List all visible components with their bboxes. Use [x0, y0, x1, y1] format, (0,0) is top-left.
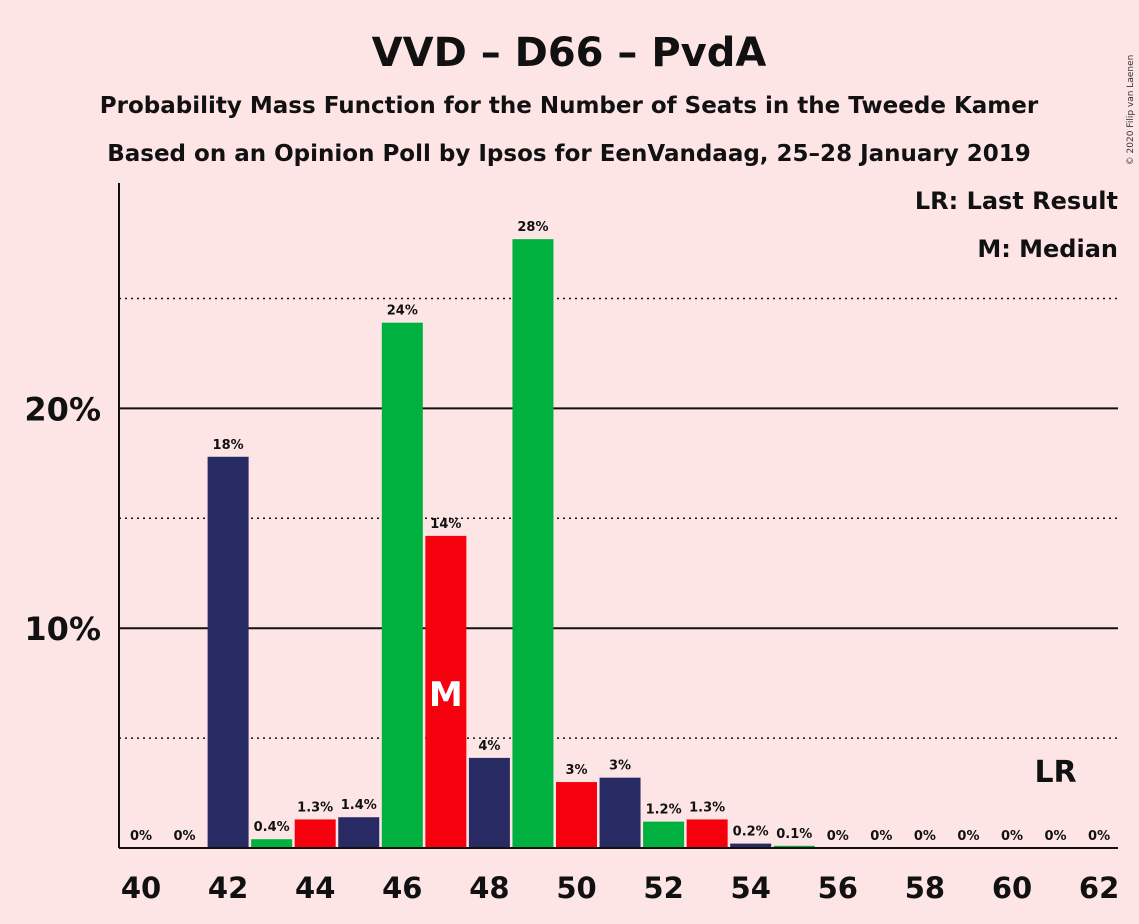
bar-label-51: 3% [609, 759, 631, 774]
x-tick-label-60: 60 [992, 871, 1032, 905]
bars [207, 239, 815, 849]
bar-label-46: 24% [387, 304, 418, 319]
bar-label-55: 0.1% [776, 827, 812, 842]
bar-label-48: 4% [478, 739, 500, 754]
bar-label-41: 0% [174, 829, 196, 844]
x-tick-label-52: 52 [643, 871, 683, 905]
x-tick-label-58: 58 [905, 871, 945, 905]
bar-label-59: 0% [957, 829, 979, 844]
chart-subtitle-2: Based on an Opinion Poll by Ipsos for Ee… [107, 141, 1031, 167]
x-tick-label-44: 44 [295, 871, 335, 905]
bar-label-47: 14% [430, 517, 461, 532]
bar-label-61: 0% [1045, 829, 1067, 844]
bar-label-57: 0% [870, 829, 892, 844]
bar-label-54: 0.2% [733, 825, 769, 840]
bar-labels: 0% 0% 18% 0.4% 1.3% 1.4% 24% 14% 4% 28% 3% 3% 1.2% 1.… [130, 220, 1110, 844]
x-tick-label-54: 54 [731, 871, 771, 905]
bar-54 [730, 843, 772, 848]
y-tick-label-0: 10% [24, 610, 101, 648]
bar-label-43: 0.4% [254, 820, 290, 835]
bar-42 [207, 456, 249, 848]
x-axis-ticks: 40 42 44 46 48 50 52 54 56 58 60 62 [121, 871, 1119, 905]
bar-49 [512, 239, 554, 849]
copyright-notice: © 2020 Filip van Laenen [1126, 55, 1136, 166]
bar-53 [686, 819, 728, 848]
bar-label-60: 0% [1001, 829, 1023, 844]
bar-44 [294, 819, 336, 848]
x-tick-label-42: 42 [208, 871, 248, 905]
bar-label-50: 3% [565, 763, 587, 778]
y-tick-label-1: 20% [24, 390, 101, 428]
y-axis-ticks: 10% 20% [24, 390, 101, 648]
bar-45 [338, 817, 380, 848]
bar-43 [251, 839, 293, 848]
x-tick-label-50: 50 [556, 871, 596, 905]
x-tick-label-46: 46 [382, 871, 422, 905]
legend-last-result: LR: Last Result [915, 187, 1118, 215]
bar-label-49: 28% [517, 220, 548, 235]
bar-50 [556, 782, 597, 848]
bar-label-42: 18% [213, 438, 244, 453]
x-tick-label-48: 48 [469, 871, 509, 905]
chart-title: VVD – D66 – PvdA [372, 30, 767, 76]
median-marker: M [429, 675, 463, 715]
last-result-marker: LR [1034, 755, 1076, 790]
bar-46 [381, 322, 423, 849]
bar-label-53: 1.3% [689, 800, 725, 815]
bar-51 [599, 777, 641, 848]
bar-label-62: 0% [1088, 829, 1110, 844]
x-tick-label-40: 40 [121, 871, 161, 905]
bar-label-52: 1.2% [646, 803, 682, 818]
bar-label-40: 0% [130, 829, 152, 844]
bar-label-45: 1.4% [341, 798, 377, 813]
legend-median: M: Median [977, 235, 1118, 263]
bar-52 [643, 821, 685, 848]
bar-label-44: 1.3% [297, 800, 333, 815]
gridlines [119, 297, 1118, 739]
bar-55 [773, 845, 815, 848]
bar-label-58: 0% [914, 829, 936, 844]
x-tick-label-56: 56 [818, 871, 858, 905]
bar-48 [468, 757, 510, 848]
bar-label-56: 0% [827, 829, 849, 844]
x-tick-label-62: 62 [1079, 871, 1119, 905]
chart-subtitle-1: Probability Mass Function for the Number… [100, 93, 1039, 119]
bar-47 [425, 535, 467, 848]
